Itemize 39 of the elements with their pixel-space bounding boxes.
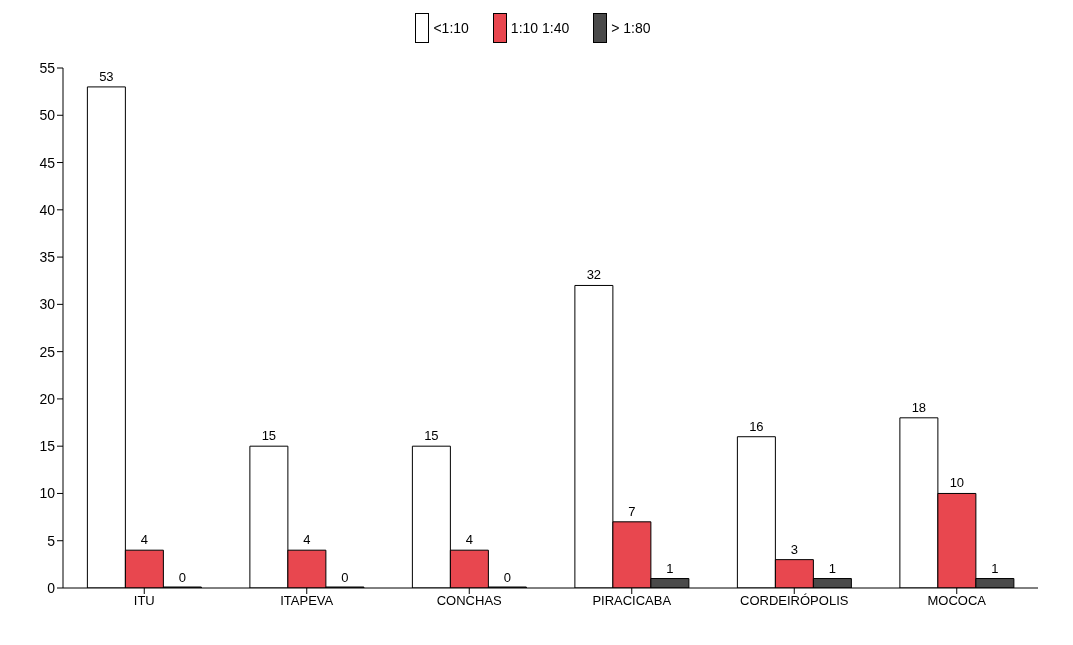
legend-label: > 1:80 xyxy=(611,20,651,36)
y-tick-label: 35 xyxy=(39,249,56,266)
data-label: 1 xyxy=(666,560,674,576)
data-label: 4 xyxy=(140,532,148,548)
data-label: 18 xyxy=(911,399,927,415)
data-label: 32 xyxy=(586,267,602,283)
y-tick-label: 55 xyxy=(39,59,56,76)
data-label: 1 xyxy=(991,560,999,576)
x-tick-label: MOCOCA xyxy=(927,593,987,609)
data-label: 4 xyxy=(303,532,311,548)
y-tick-label: 30 xyxy=(39,296,56,313)
data-label: 10 xyxy=(949,475,965,491)
y-tick-label: 50 xyxy=(39,107,56,124)
data-label: 0 xyxy=(341,570,349,585)
data-label: 3 xyxy=(790,541,798,557)
data-label: 53 xyxy=(99,68,114,84)
y-tick-label: 40 xyxy=(39,201,56,218)
legend-label: 1:10 1:40 xyxy=(510,20,570,36)
x-tick-label: PIRACICABA xyxy=(592,593,672,609)
data-label: 16 xyxy=(749,418,764,434)
x-tick-label: CONCHAS xyxy=(436,593,503,609)
y-tick-label: 0 xyxy=(47,579,56,596)
data-label: 4 xyxy=(465,532,473,548)
y-tick-label: 10 xyxy=(39,485,56,502)
data-label: 0 xyxy=(178,570,186,585)
x-tick-label: ITAPEVA xyxy=(280,593,334,609)
y-tick-label: 20 xyxy=(39,390,56,407)
y-tick-label: 25 xyxy=(39,343,56,360)
y-tick-label: 15 xyxy=(39,438,56,455)
y-tick-label: 45 xyxy=(39,154,56,171)
x-tick-label: CORDEIRÓPOLIS xyxy=(740,593,849,609)
data-label: 15 xyxy=(424,428,439,444)
data-label: 15 xyxy=(261,428,277,444)
data-label: 1 xyxy=(828,560,836,576)
data-label: 7 xyxy=(628,503,636,519)
data-label: 0 xyxy=(503,570,511,585)
legend-label: <1:10 xyxy=(433,20,469,36)
y-tick-label: 5 xyxy=(47,532,56,549)
x-tick-label: ITU xyxy=(133,593,155,609)
